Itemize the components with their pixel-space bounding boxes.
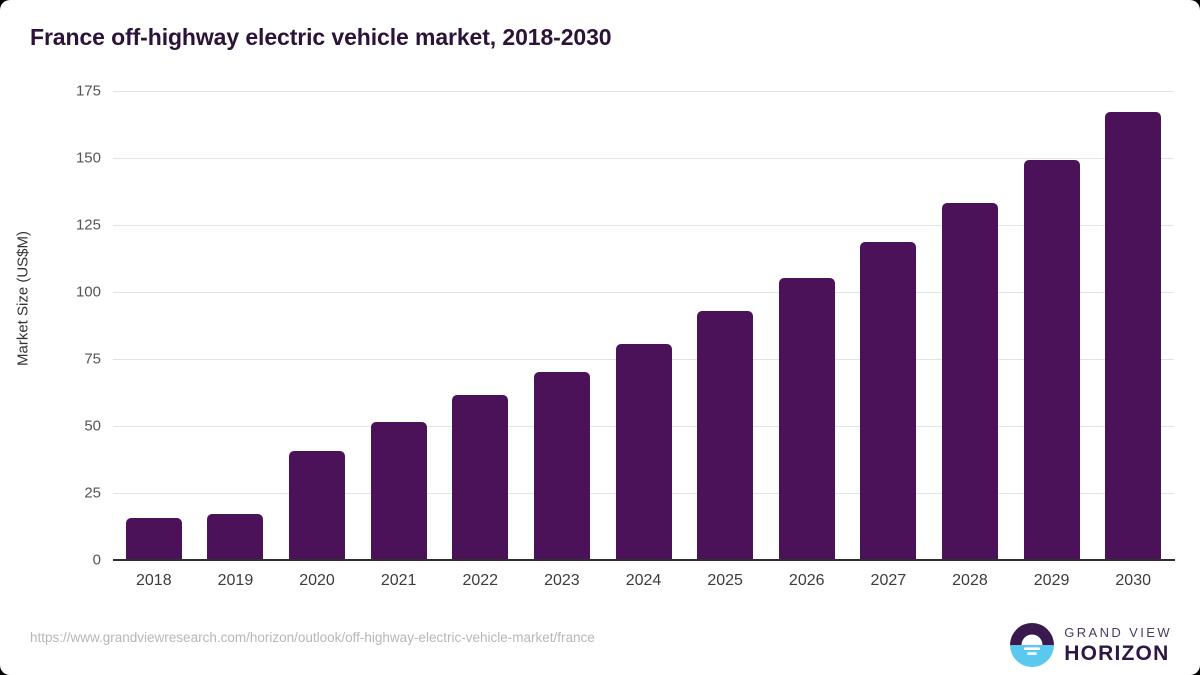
bar-column[interactable]	[452, 91, 509, 560]
bar-2024[interactable]	[615, 344, 672, 560]
x-tick-label: 2026	[788, 572, 825, 589]
bar-2028[interactable]	[941, 203, 998, 560]
bar-column[interactable]	[533, 91, 590, 560]
y-tick-label: 50	[84, 417, 101, 435]
grand-view-horizon-logo-icon	[1009, 622, 1055, 668]
x-tick-label: 2022	[462, 572, 499, 589]
x-tick-label: 2027	[870, 572, 907, 589]
bar-column[interactable]	[1105, 91, 1162, 560]
logo-line-1: GRAND VIEW	[1064, 625, 1172, 640]
bar-2018[interactable]	[125, 518, 182, 560]
bar-column[interactable]	[860, 91, 917, 560]
x-tick-label: 2018	[136, 572, 172, 589]
bar-column[interactable]	[615, 91, 672, 560]
bar-2022[interactable]	[452, 395, 509, 560]
bar-2019[interactable]	[207, 513, 264, 560]
bar-column[interactable]	[1023, 91, 1080, 560]
logo-text: GRAND VIEW HORIZON	[1064, 626, 1172, 664]
gridline-175	[113, 91, 1174, 92]
bar-column[interactable]	[289, 91, 346, 560]
bar-column[interactable]	[207, 91, 264, 560]
bar-2021[interactable]	[370, 421, 427, 560]
brand-logo[interactable]: GRAND VIEW HORIZON	[1009, 622, 1172, 668]
gridline-100	[113, 292, 1174, 293]
bar-2030[interactable]	[1105, 111, 1162, 560]
gridline-150	[113, 158, 1174, 159]
bar-2029[interactable]	[1023, 159, 1080, 560]
bar-2020[interactable]	[289, 451, 346, 560]
y-tick-label: 75	[84, 350, 101, 368]
bar-2026[interactable]	[778, 277, 835, 560]
bar-column[interactable]	[125, 91, 182, 560]
y-tick-label: 0	[92, 551, 101, 569]
gridline-125	[113, 225, 1174, 226]
y-tick-label: 150	[75, 149, 101, 167]
bar-column[interactable]	[370, 91, 427, 560]
x-tick-label: 2020	[299, 572, 335, 589]
x-axis-line	[113, 559, 1175, 561]
x-tick-label: 2019	[217, 572, 254, 589]
bar-2025[interactable]	[697, 311, 754, 560]
source-url[interactable]: https://www.grandviewresearch.com/horizo…	[30, 630, 595, 645]
x-tick-label: 2024	[625, 572, 662, 589]
x-tick-label: 2028	[952, 572, 988, 589]
y-tick-label: 100	[75, 283, 101, 301]
bar-column[interactable]	[941, 91, 998, 560]
bar-column[interactable]	[778, 91, 835, 560]
y-tick-label: 25	[84, 484, 101, 502]
x-tick-label: 2023	[544, 572, 580, 589]
x-tick-label: 2021	[380, 572, 417, 589]
page-title: France off-highway electric vehicle mark…	[30, 24, 612, 50]
y-tick-label: 175	[75, 82, 101, 100]
bar-2023[interactable]	[533, 372, 590, 560]
x-tick-label: 2030	[1115, 572, 1151, 589]
y-tick-label: 125	[75, 216, 101, 234]
logo-line-2: HORIZON	[1064, 642, 1170, 665]
y-axis-tick-labels: 0 25 50 75 100 125 150 175	[23, 83, 101, 569]
plot-area	[113, 91, 1174, 560]
x-tick-label: 2029	[1033, 572, 1070, 589]
bar-2027[interactable]	[860, 241, 917, 560]
bar-column[interactable]	[697, 91, 754, 560]
x-tick-label: 2025	[707, 572, 743, 589]
